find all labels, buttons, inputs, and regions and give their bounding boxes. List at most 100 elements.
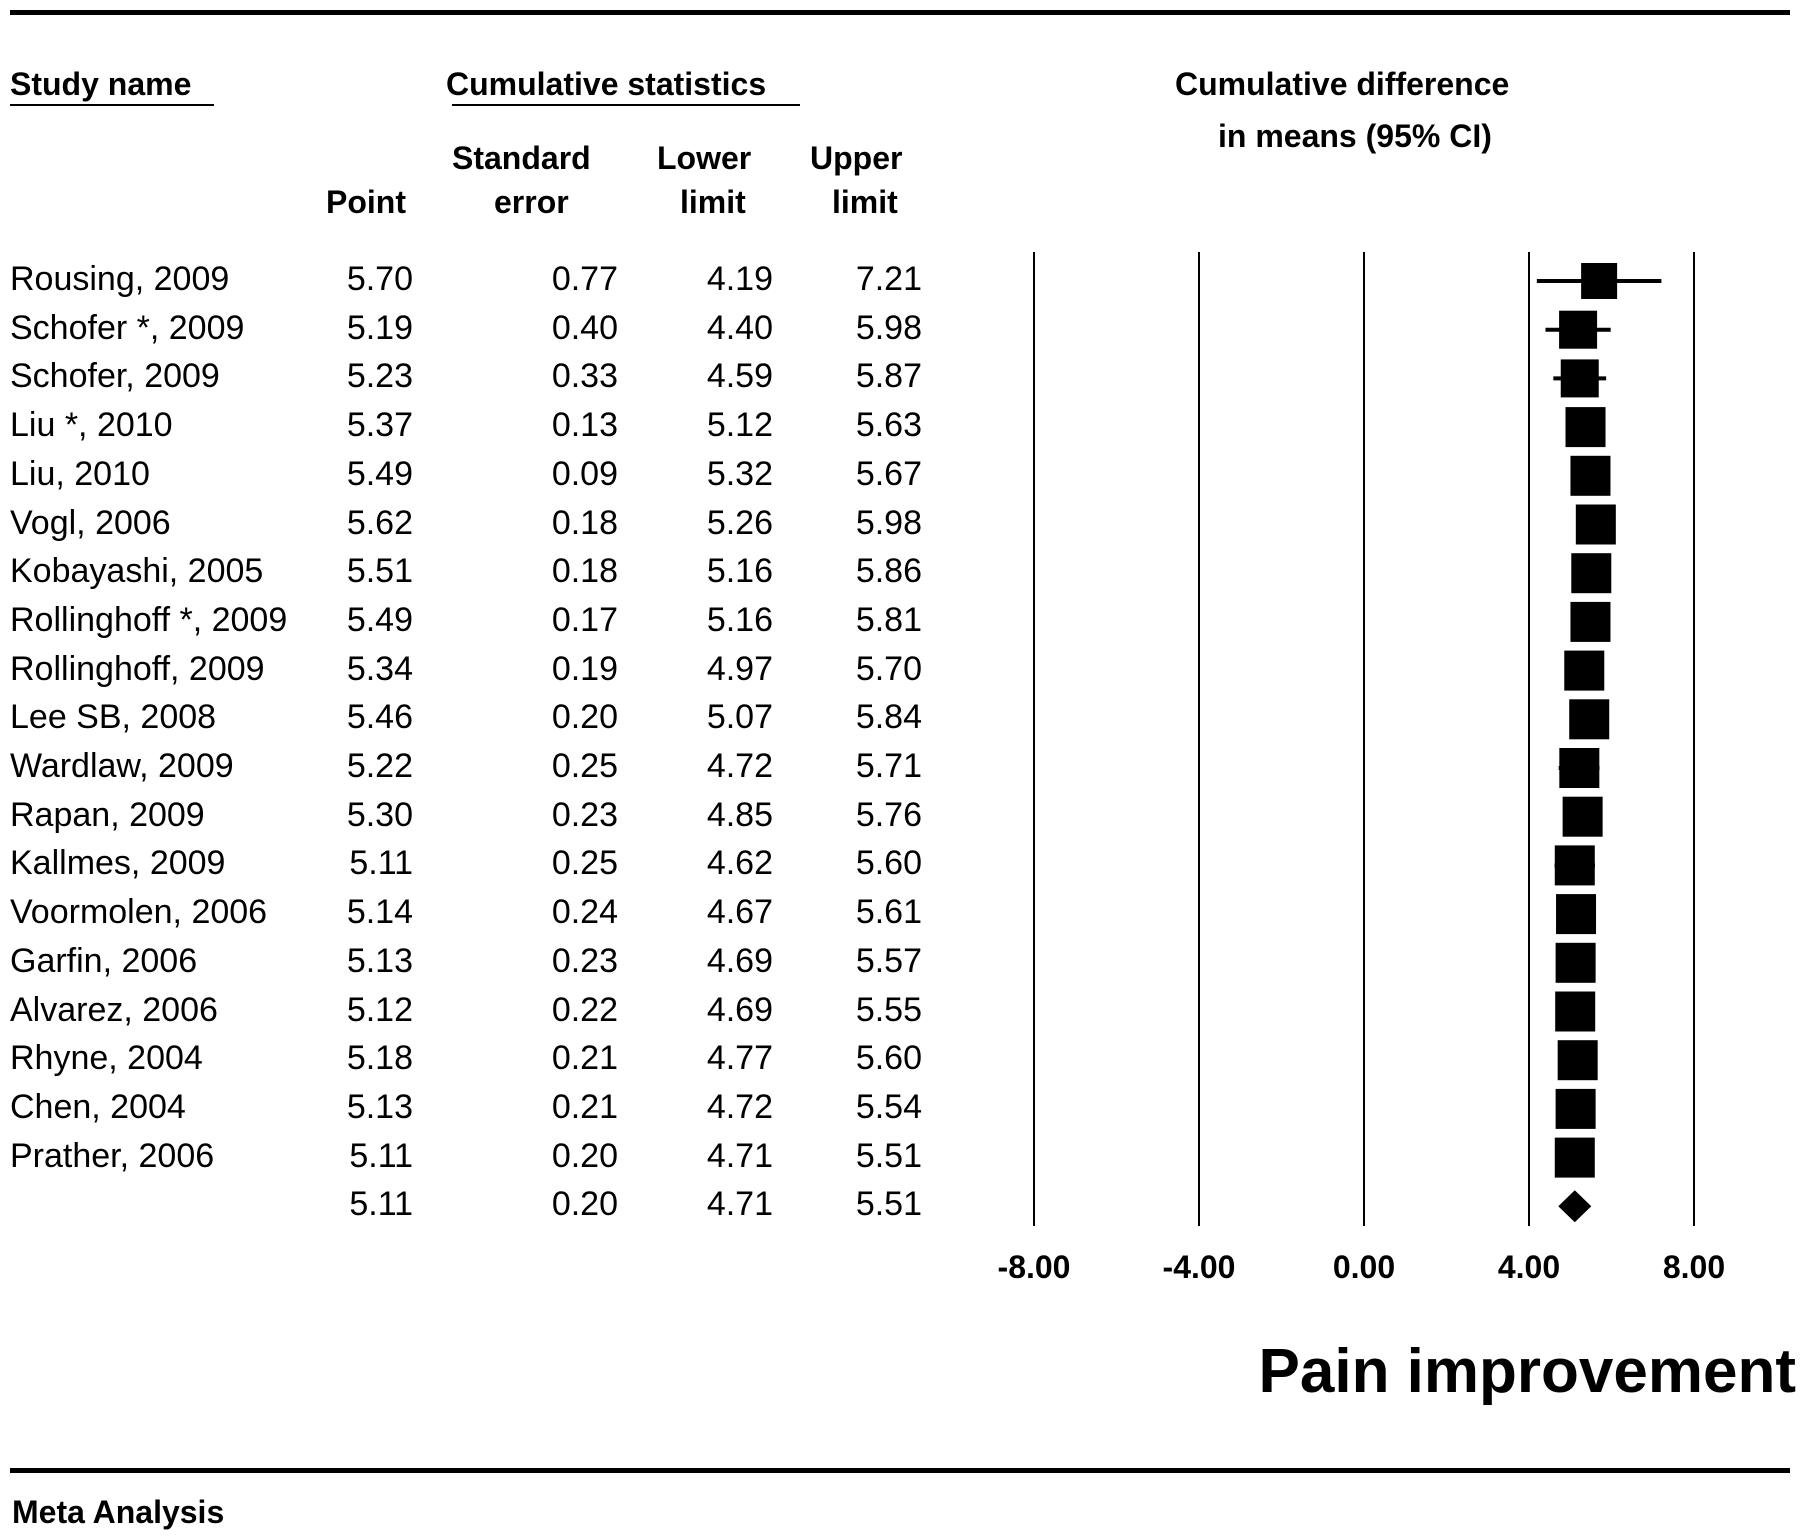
study-effect-marker (1554, 845, 1595, 886)
lower-limit-value: 5.16 (706, 600, 773, 639)
upper-limit-value: 5.54 (855, 1087, 922, 1126)
upper-limit-value: 5.60 (855, 1039, 922, 1078)
lower-limit-value: 4.62 (706, 844, 773, 883)
standard-error-value: 0.23 (551, 795, 618, 834)
lower-limit-value: 4.59 (706, 357, 773, 396)
study-name: Lee SB, 2008 (10, 698, 217, 737)
point-value: 5.49 (346, 600, 413, 639)
point-value: 5.19 (346, 308, 413, 347)
x-tick-label: 0.00 (1333, 1249, 1395, 1285)
study-effect-marker (1559, 310, 1598, 349)
study-name: Wardlaw, 2009 (10, 747, 234, 785)
point-value: 5.13 (346, 1087, 413, 1126)
header-lower-line2: limit (680, 184, 746, 220)
study-effect-marker (1559, 748, 1600, 788)
point-value: 5.13 (346, 941, 413, 980)
upper-limit-value: 5.61 (855, 893, 922, 932)
x-tick-label: -4.00 (1163, 1249, 1236, 1285)
standard-error-value: 0.77 (551, 260, 618, 298)
study-name: Chen, 2004 (10, 1087, 186, 1126)
study-effect-marker (1557, 1040, 1598, 1081)
header-study-name-underline (10, 104, 214, 106)
header-lower-line1: Lower (657, 140, 752, 176)
standard-error-value: 0.21 (551, 1039, 618, 1078)
x-tick-label: -8.00 (998, 1249, 1071, 1285)
standard-error-value: 0.40 (551, 308, 618, 347)
lower-limit-value: 5.26 (706, 503, 773, 542)
plot-title-line1: Cumulative difference (1175, 66, 1510, 102)
point-value: 5.11 (349, 1185, 413, 1224)
header-point: Point (326, 184, 406, 220)
study-name: Schofer *, 2009 (10, 308, 245, 347)
standard-error-value: 0.18 (551, 552, 618, 591)
upper-limit-value: 5.63 (855, 406, 922, 445)
study-name: Garfin, 2006 (10, 941, 198, 980)
point-value: 5.49 (346, 454, 413, 493)
upper-limit-value: 5.55 (855, 990, 922, 1029)
upper-limit-value: 5.98 (855, 503, 922, 542)
standard-error-value: 0.22 (551, 990, 618, 1029)
point-value: 5.23 (346, 357, 413, 396)
plot-title-line2: in means (95% CI) (1218, 118, 1492, 154)
study-effect-marker (1570, 601, 1611, 642)
study-effect-marker (1569, 699, 1610, 740)
point-value: 5.37 (346, 406, 413, 445)
study-name: Rollinghoff, 2009 (10, 649, 265, 688)
lower-limit-value: 4.72 (706, 1087, 773, 1126)
lower-limit-value: 4.97 (706, 649, 773, 688)
standard-error-value: 0.23 (551, 941, 618, 980)
standard-error-value: 0.33 (551, 357, 618, 396)
study-name: Kobayashi, 2005 (10, 552, 264, 591)
upper-limit-value: 5.60 (855, 844, 922, 883)
lower-limit-value: 5.12 (706, 406, 773, 445)
header-upper-line1: Upper (810, 140, 903, 176)
lower-limit-value: 4.77 (706, 1039, 773, 1078)
point-value: 5.14 (346, 893, 413, 932)
point-value: 5.22 (346, 747, 413, 785)
header-upper-line2: limit (832, 184, 898, 220)
study-name: Rhyne, 2004 (10, 1039, 203, 1078)
upper-limit-value: 5.67 (855, 454, 922, 493)
point-value: 5.12 (346, 990, 413, 1029)
upper-limit-value: 5.98 (855, 308, 922, 347)
upper-limit-value: 5.81 (855, 600, 922, 639)
study-effect-marker (1581, 263, 1618, 299)
standard-error-value: 0.18 (551, 503, 618, 542)
study-name: Alvarez, 2006 (10, 990, 218, 1029)
study-name: Prather, 2006 (10, 1136, 215, 1175)
upper-limit-value: 5.71 (855, 747, 922, 785)
header-study-name: Study name (10, 66, 192, 102)
study-effect-marker (1564, 650, 1605, 691)
study-effect-marker (1562, 796, 1603, 837)
top-rule (10, 10, 1790, 15)
study-effect-marker (1565, 407, 1606, 448)
point-value: 5.51 (346, 552, 413, 591)
upper-limit-value: 5.51 (855, 1136, 922, 1175)
header-cumulative-statistics: Cumulative statistics (446, 66, 767, 102)
standard-error-value: 0.13 (551, 406, 618, 445)
standard-error-value: 0.09 (551, 454, 618, 493)
lower-limit-value: 4.71 (706, 1136, 773, 1175)
study-name: Vogl, 2006 (10, 503, 171, 542)
point-value: 5.62 (346, 503, 413, 542)
summary-diamond (1558, 1190, 1592, 1223)
lower-limit-value: 4.69 (706, 990, 773, 1029)
lower-limit-value: 5.16 (706, 552, 773, 591)
header-cumulative-statistics-underline (452, 104, 800, 106)
header-se-line1: Standard (452, 140, 591, 176)
study-effect-marker (1556, 894, 1597, 935)
standard-error-value: 0.24 (551, 893, 618, 932)
upper-limit-value: 5.87 (855, 357, 922, 396)
standard-error-value: 0.21 (551, 1087, 618, 1126)
lower-limit-value: 4.72 (706, 747, 773, 785)
study-name: Schofer, 2009 (10, 357, 220, 396)
upper-limit-value: 5.76 (855, 795, 922, 834)
standard-error-value: 0.20 (551, 1185, 618, 1224)
upper-limit-value: 5.84 (855, 698, 922, 737)
study-name: Rousing, 2009 (10, 260, 230, 298)
study-effect-marker (1570, 455, 1611, 496)
upper-limit-value: 5.57 (855, 941, 922, 980)
study-name: Kallmes, 2009 (10, 844, 226, 883)
standard-error-value: 0.25 (551, 844, 618, 883)
